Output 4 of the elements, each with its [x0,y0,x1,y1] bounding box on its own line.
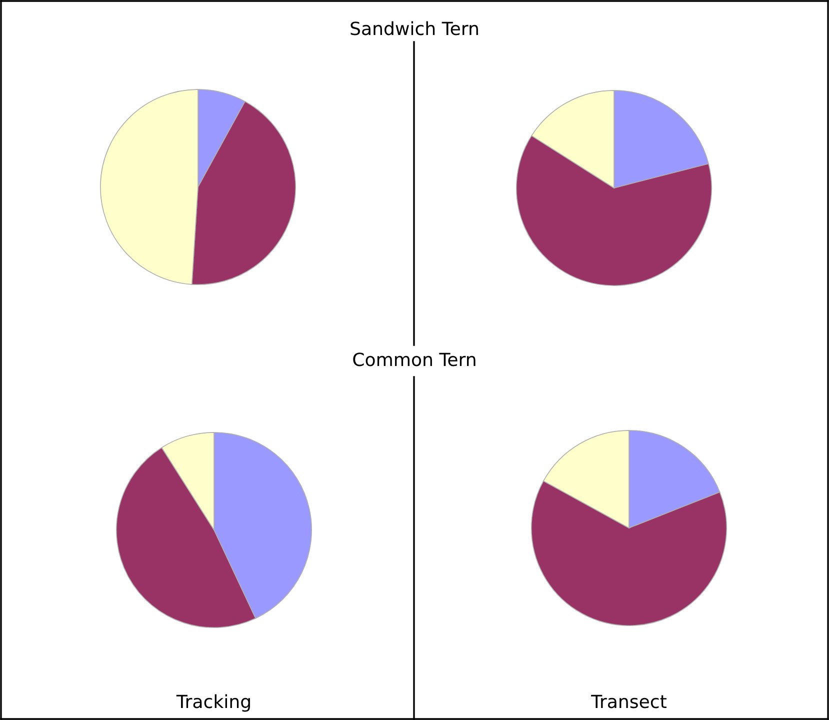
text: Common Tern [353,352,476,366]
text: Tracking [176,694,250,712]
text: Sandwich Tern [350,21,478,36]
text: Transect [591,694,666,708]
